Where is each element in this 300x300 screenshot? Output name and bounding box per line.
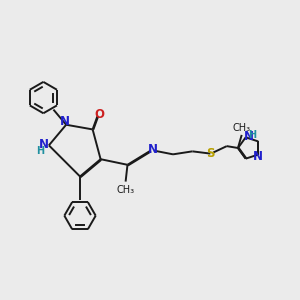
Text: H: H (37, 146, 45, 156)
Text: N: N (60, 115, 70, 128)
Text: O: O (95, 108, 105, 121)
Text: N: N (253, 150, 262, 163)
Text: N: N (148, 143, 158, 156)
Text: N: N (39, 138, 49, 151)
Text: CH₃: CH₃ (232, 123, 251, 133)
Text: N: N (244, 130, 254, 143)
Text: H: H (248, 130, 256, 140)
Text: S: S (206, 147, 215, 160)
Text: CH₃: CH₃ (116, 185, 135, 195)
